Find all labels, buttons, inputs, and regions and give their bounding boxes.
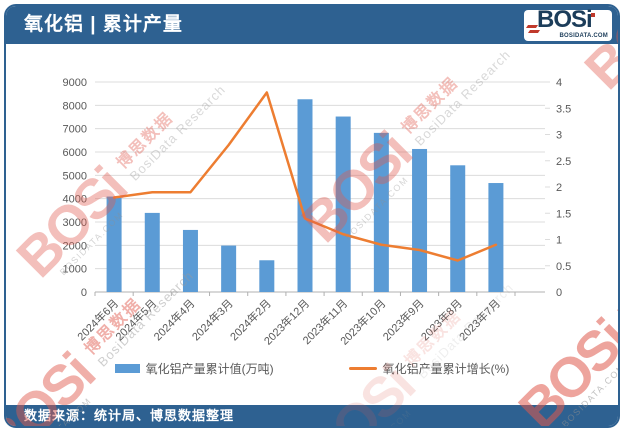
bar-2023年12月 bbox=[297, 99, 313, 293]
legend-line-swatch-icon bbox=[348, 367, 377, 370]
legend-item: 氧化铝产量累计增长(%) bbox=[348, 360, 510, 377]
y-axis-left-label: 8000 bbox=[63, 100, 87, 112]
y-axis-left-label: 2000 bbox=[63, 240, 87, 252]
y-axis-right-label: 3.5 bbox=[556, 103, 571, 115]
growth-line bbox=[112, 91, 498, 262]
logo-dot-icon bbox=[591, 13, 595, 17]
y-axis-right-label: 0 bbox=[556, 287, 562, 299]
y-axis-left-label: 1000 bbox=[63, 264, 87, 276]
logo-brand-text: BOSi bbox=[537, 6, 593, 33]
legend-item: 氧化铝产量累计值(万吨) bbox=[114, 360, 274, 377]
bar-2024年4月 bbox=[182, 229, 198, 292]
y-axis-left-label: 3000 bbox=[63, 217, 87, 229]
y-axis-right-label: 3 bbox=[556, 130, 562, 142]
bar-2023年7月 bbox=[488, 183, 504, 292]
x-axis-label: 2023年7月 bbox=[456, 296, 503, 343]
bosi-logo: BOSi BOSIDATA.COM bbox=[524, 6, 612, 41]
y-axis-right-label: 2.5 bbox=[556, 156, 571, 168]
y-axis-right-label: 1.5 bbox=[556, 208, 571, 220]
bar-2024年3月 bbox=[221, 245, 237, 292]
legend-label: 氧化铝产量累计增长(%) bbox=[382, 362, 510, 376]
bar-2023年8月 bbox=[450, 165, 466, 292]
logo-site-text: BOSIDATA.COM bbox=[559, 33, 608, 39]
y-axis-left-label: 5000 bbox=[63, 170, 87, 182]
y-axis-right-label: 4 bbox=[556, 77, 562, 89]
y-axis-left-label: 6000 bbox=[63, 147, 87, 159]
legend-label: 氧化铝产量累计值(万吨) bbox=[145, 362, 274, 376]
bar-2024年2月 bbox=[259, 260, 275, 292]
chart-legend: 氧化铝产量累计值(万吨) 氧化铝产量累计增长(%) bbox=[0, 360, 624, 377]
y-axis-right-label: 0.5 bbox=[556, 261, 571, 273]
y-axis-right-label: 1 bbox=[556, 235, 562, 247]
y-axis-right-label: 2 bbox=[556, 182, 562, 194]
y-axis-left-label: 0 bbox=[81, 287, 87, 299]
bar-2023年11月 bbox=[335, 116, 351, 293]
header-bar: 氧化铝 | 累计产量 BOSi BOSIDATA.COM bbox=[6, 6, 618, 44]
footer-bar: 数据来源：统计局、博思数据整理 bbox=[6, 405, 618, 426]
y-axis-left-label: 7000 bbox=[63, 124, 87, 136]
bar-2023年9月 bbox=[412, 148, 428, 292]
legend-bar-swatch-icon bbox=[114, 364, 140, 373]
bar-2024年5月 bbox=[144, 212, 160, 292]
y-axis-left-label: 9000 bbox=[63, 77, 87, 89]
data-source: 数据来源：统计局、博思数据整理 bbox=[24, 408, 235, 423]
page-title: 氧化铝 | 累计产量 bbox=[24, 14, 183, 35]
y-axis-left-label: 4000 bbox=[63, 194, 87, 206]
bar-2024年6月 bbox=[106, 196, 122, 292]
bar-2023年10月 bbox=[373, 132, 389, 292]
